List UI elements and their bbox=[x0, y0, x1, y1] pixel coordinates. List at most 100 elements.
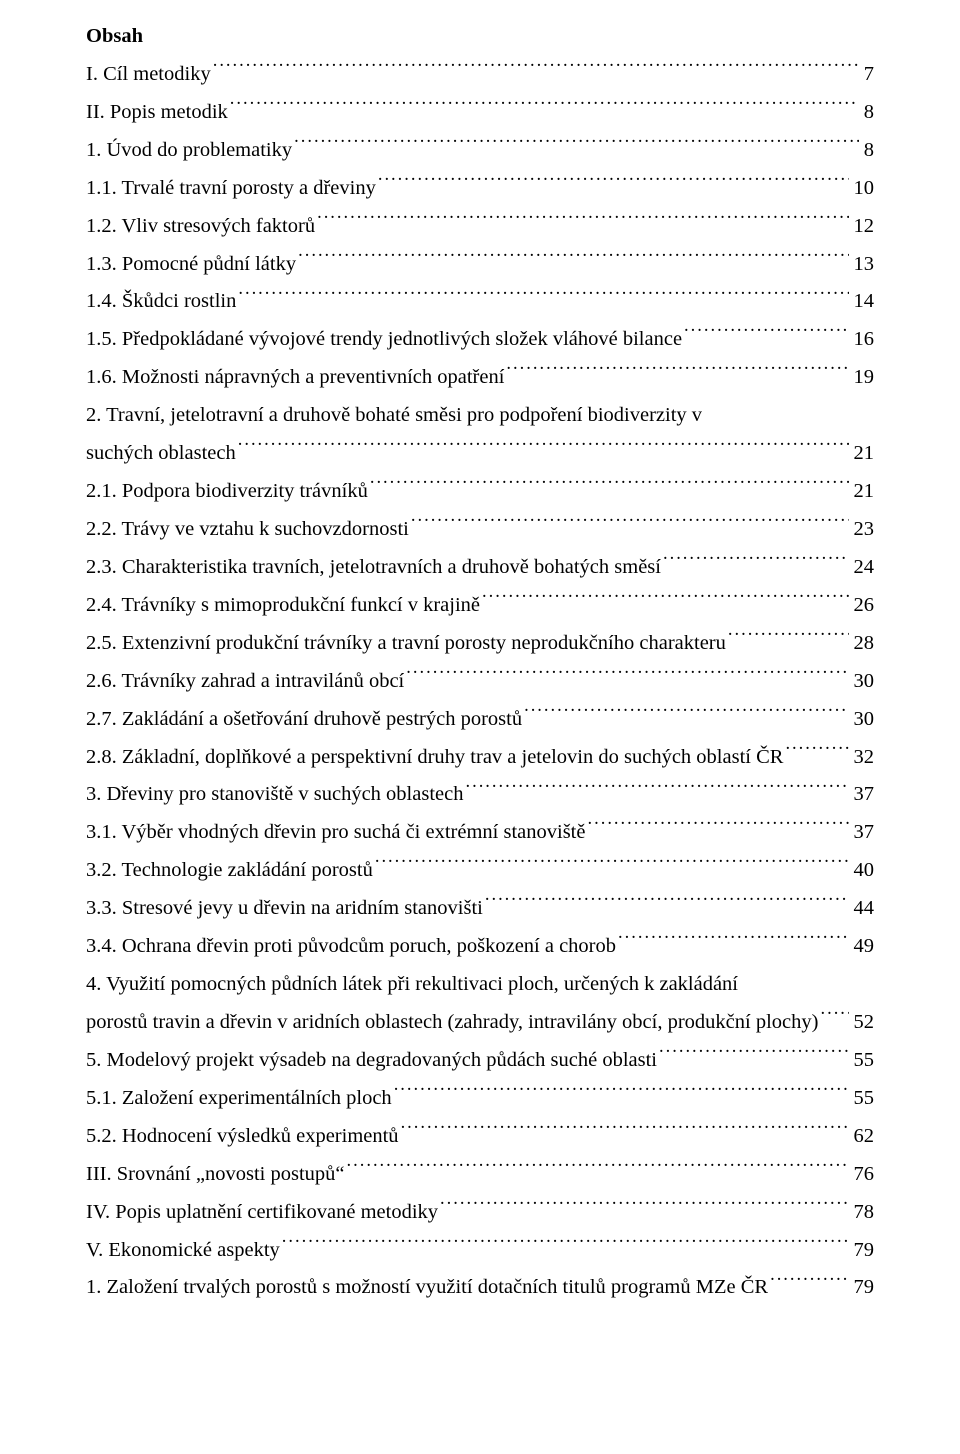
toc-page-number: 21 bbox=[854, 435, 875, 473]
toc-leader bbox=[213, 59, 859, 80]
toc-page-number: 55 bbox=[854, 1042, 875, 1080]
toc-line: suchých oblastech 21 bbox=[86, 435, 874, 473]
toc-page-number: 28 bbox=[854, 625, 875, 663]
toc-leader bbox=[785, 742, 848, 763]
toc-label: 2.4. Trávníky s mimoprodukční funkcí v k… bbox=[86, 587, 480, 625]
toc-label-tail: suchých oblastech bbox=[86, 435, 236, 473]
toc-page-number: 16 bbox=[854, 321, 875, 359]
toc-label: 5.1. Založení experimentálních ploch bbox=[86, 1080, 392, 1118]
toc-page-number: 79 bbox=[854, 1232, 875, 1270]
toc-entry: V. Ekonomické aspekty 79 bbox=[86, 1232, 874, 1270]
toc-label: 1.2. Vliv stresových faktorů bbox=[86, 208, 315, 246]
toc-page-number: 10 bbox=[854, 170, 875, 208]
toc-entry: I. Cíl metodiky 7 bbox=[86, 56, 874, 94]
toc-entry: 2.5. Extenzivní produkční trávníky a tra… bbox=[86, 625, 874, 663]
toc-page-number: 55 bbox=[854, 1080, 875, 1118]
toc-page-number: 23 bbox=[854, 511, 875, 549]
toc-entry: 5.2. Hodnocení výsledků experimentů 62 bbox=[86, 1118, 874, 1156]
toc-label: 2.5. Extenzivní produkční trávníky a tra… bbox=[86, 625, 726, 663]
toc-page-number: 8 bbox=[864, 132, 874, 170]
toc-leader bbox=[347, 1159, 849, 1180]
toc-page-number: 21 bbox=[854, 473, 875, 511]
toc-label: 1. Úvod do problematiky bbox=[86, 132, 292, 170]
toc-entry: 2.7. Zakládání a ošetřování druhově pest… bbox=[86, 701, 874, 739]
toc-leader bbox=[684, 325, 848, 346]
toc-leader bbox=[411, 514, 849, 535]
toc-label: 3.4. Ochrana dřevin proti původcům poruc… bbox=[86, 928, 616, 966]
toc-page-number: 19 bbox=[854, 359, 875, 397]
toc-label-tail: porostů travin a dřevin v aridních oblas… bbox=[86, 1004, 818, 1042]
toc-label: 2.1. Podpora biodiverzity trávníků bbox=[86, 473, 368, 511]
toc-page-number: 49 bbox=[854, 928, 875, 966]
toc-leader bbox=[485, 894, 849, 915]
toc-page-number: 26 bbox=[854, 587, 875, 625]
toc-page-number: 14 bbox=[854, 283, 875, 321]
toc-entry: 1. Úvod do problematiky 8 bbox=[86, 132, 874, 170]
toc-page-number: 12 bbox=[854, 208, 875, 246]
toc-entry: 1.3. Pomocné půdní látky 13 bbox=[86, 246, 874, 284]
toc-label: I. Cíl metodiky bbox=[86, 56, 211, 94]
toc-label: 1. Založení trvalých porostů s možností … bbox=[86, 1269, 768, 1307]
toc-entry: II. Popis metodik 8 bbox=[86, 94, 874, 132]
toc-page-number: 32 bbox=[854, 739, 875, 777]
toc-label: II. Popis metodik bbox=[86, 94, 228, 132]
toc-entry: 3.1. Výběr vhodných dřevin pro suchá či … bbox=[86, 814, 874, 852]
toc-label: 4. Využití pomocných půdních látek při r… bbox=[86, 966, 874, 1004]
toc-entry: 1. Založení trvalých porostů s možností … bbox=[86, 1269, 874, 1307]
toc-page-number: 30 bbox=[854, 701, 875, 739]
toc-entry: 1.6. Možnosti nápravných a preventivních… bbox=[86, 359, 874, 397]
toc-leader bbox=[524, 704, 848, 725]
toc-leader bbox=[375, 856, 849, 877]
toc-entry: 3.2. Technologie zakládání porostů 40 bbox=[86, 852, 874, 890]
toc-leader bbox=[659, 1045, 849, 1066]
toc-entry: 5.1. Založení experimentálních ploch 55 bbox=[86, 1080, 874, 1118]
toc-page-number: 37 bbox=[854, 814, 875, 852]
toc-label: 2.2. Trávy ve vztahu k suchovzdornosti bbox=[86, 511, 409, 549]
toc-label: 5. Modelový projekt výsadeb na degradova… bbox=[86, 1042, 657, 1080]
toc-label: 1.4. Škůdci rostlin bbox=[86, 283, 236, 321]
toc-page-number: 24 bbox=[854, 549, 875, 587]
toc-label: 1.5. Předpokládané vývojové trendy jedno… bbox=[86, 321, 682, 359]
toc-entry: 2.2. Trávy ve vztahu k suchovzdornosti 2… bbox=[86, 511, 874, 549]
toc-label: 3. Dřeviny pro stanoviště v suchých obla… bbox=[86, 776, 463, 814]
toc-entry: 2.3. Charakteristika travních, jetelotra… bbox=[86, 549, 874, 587]
toc-leader bbox=[401, 1121, 849, 1142]
toc-entry: 1.2. Vliv stresových faktorů 12 bbox=[86, 208, 874, 246]
toc-entry: 1.4. Škůdci rostlin 14 bbox=[86, 283, 874, 321]
toc-entry: III. Srovnání „novosti postupů“ 76 bbox=[86, 1156, 874, 1194]
toc-entry: 1.1. Trvalé travní porosty a dřeviny 10 bbox=[86, 170, 874, 208]
toc-label: 3.2. Technologie zakládání porostů bbox=[86, 852, 373, 890]
toc-leader bbox=[294, 135, 859, 156]
toc-page-number: 13 bbox=[854, 246, 875, 284]
toc-leader bbox=[728, 628, 849, 649]
toc-label: 2.8. Základní, doplňkové a perspektivní … bbox=[86, 739, 783, 777]
toc-label: 1.3. Pomocné půdní látky bbox=[86, 246, 296, 284]
toc-page-number: 8 bbox=[864, 94, 874, 132]
toc-heading: Obsah bbox=[86, 18, 874, 56]
toc-label: 2.7. Zakládání a ošetřování druhově pest… bbox=[86, 701, 522, 739]
toc-leader bbox=[282, 1235, 849, 1256]
toc-label: 2. Travní, jetelotravní a druhově bohaté… bbox=[86, 397, 874, 435]
toc-page-number: 40 bbox=[854, 852, 875, 890]
toc-label: IV. Popis uplatnění certifikované metodi… bbox=[86, 1194, 438, 1232]
toc-leader bbox=[238, 439, 849, 460]
toc-entry: 2. Travní, jetelotravní a druhově bohaté… bbox=[86, 397, 874, 473]
toc-entry: 2.1. Podpora biodiverzity trávníků 21 bbox=[86, 473, 874, 511]
toc-page-number: 78 bbox=[854, 1194, 875, 1232]
toc-label: 1.1. Trvalé travní porosty a dřeviny bbox=[86, 170, 376, 208]
toc-label: 5.2. Hodnocení výsledků experimentů bbox=[86, 1118, 399, 1156]
toc-leader bbox=[465, 780, 848, 801]
toc-page-number: 76 bbox=[854, 1156, 875, 1194]
toc-page-number: 30 bbox=[854, 663, 875, 701]
toc-leader bbox=[317, 211, 848, 232]
toc-leader bbox=[370, 477, 849, 498]
toc-leader bbox=[770, 1273, 848, 1294]
toc-page-number: 52 bbox=[854, 1004, 875, 1042]
toc-entry: 3.4. Ochrana dřevin proti původcům poruc… bbox=[86, 928, 874, 966]
toc-line: porostů travin a dřevin v aridních oblas… bbox=[86, 1004, 874, 1042]
toc-page-number: 62 bbox=[854, 1118, 875, 1156]
toc-page-number: 37 bbox=[854, 776, 875, 814]
toc-entry: 3.3. Stresové jevy u dřevin na aridním s… bbox=[86, 890, 874, 928]
toc-leader bbox=[238, 287, 848, 308]
toc-leader bbox=[394, 1083, 849, 1104]
